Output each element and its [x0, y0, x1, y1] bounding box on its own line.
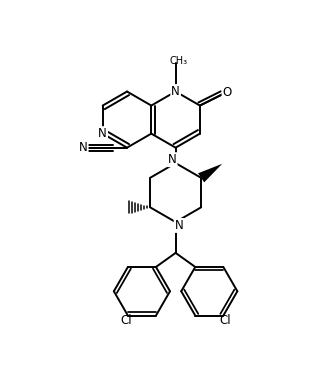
- Text: N: N: [171, 85, 180, 98]
- Text: CH₃: CH₃: [169, 56, 187, 66]
- Text: O: O: [222, 86, 232, 99]
- Text: Cl: Cl: [219, 314, 231, 327]
- Polygon shape: [198, 164, 222, 182]
- Text: N: N: [175, 219, 183, 232]
- Text: Cl: Cl: [120, 314, 132, 327]
- Text: N: N: [79, 141, 88, 154]
- Text: N: N: [168, 153, 177, 166]
- Text: N: N: [98, 127, 107, 140]
